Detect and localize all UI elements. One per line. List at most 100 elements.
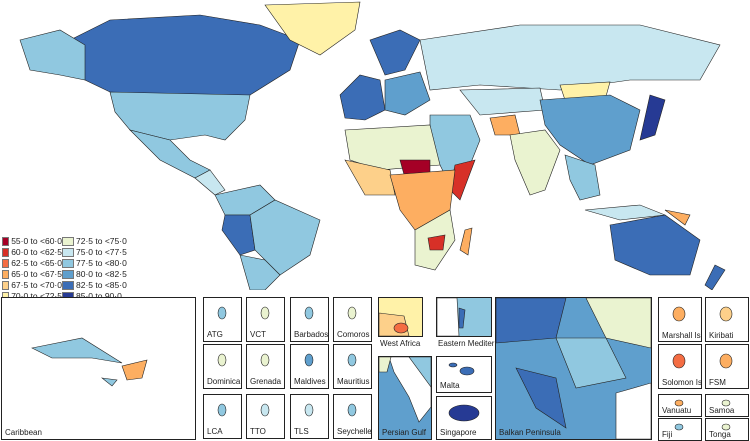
inset-label: VCT	[250, 330, 266, 339]
region-se-asia	[564, 154, 601, 201]
region-eastern-europe	[384, 71, 431, 116]
inset-solomon-isl: Solomon Isl	[658, 344, 702, 389]
region-canada	[59, 14, 301, 101]
inset-label: Tonga	[709, 430, 731, 439]
inset-label: ATG	[207, 330, 223, 339]
region-afghanistan	[489, 114, 521, 136]
inset-label: FSM	[709, 378, 726, 387]
inset-label: Dominica	[207, 377, 241, 386]
legend-item: 80·0 to <82·5	[62, 269, 132, 279]
inset-kiribati: Kiribati	[705, 297, 749, 342]
inset-label: Persian Gulf	[382, 428, 427, 437]
legend-item: 67·5 to <70·0	[2, 280, 62, 290]
inset-label: Caribbean	[5, 428, 42, 437]
region-west-africa	[344, 159, 396, 196]
inset-samoa: Samoa	[705, 394, 749, 417]
legend-swatch	[62, 236, 74, 246]
inset-label: Fiji	[662, 430, 673, 439]
legend-item: 65·0 to <67·5	[2, 269, 62, 279]
inset-label: Singapore	[440, 428, 477, 437]
inset-label: Seychelles	[337, 427, 372, 436]
inset-barbados: Barbados	[290, 297, 329, 342]
inset-label: Samoa	[709, 406, 735, 415]
inset-label: West Africa	[380, 339, 421, 348]
region-alaska	[19, 29, 86, 81]
legend: 55·0 to <60·0 72·5 to <75·0 60·0 to <62·…	[2, 236, 132, 301]
legend-swatch	[2, 236, 10, 246]
region-india	[509, 129, 561, 196]
inset-label: Malta	[440, 381, 460, 390]
region-peru	[221, 214, 256, 256]
inset-label: Balkan Peninsula	[499, 428, 561, 437]
inset-persian-gulf: Persian Gulf	[378, 356, 432, 440]
legend-item: 75·0 to <77·5	[62, 247, 132, 257]
inset-maldives: Maldives	[290, 344, 329, 389]
inset-tto: TTO	[246, 394, 285, 439]
legend-item: 60·0 to <62·5	[2, 247, 62, 257]
inset-label: LCA	[207, 427, 223, 436]
inset-label: Comoros	[337, 330, 370, 339]
inset-label: TLS	[294, 427, 309, 436]
region-zimbabwe	[427, 234, 446, 251]
inset-label: Eastern Mediterranean	[438, 339, 520, 348]
inset-eastern-mediterranean	[436, 297, 492, 337]
region-western-europe	[339, 74, 386, 121]
inset-caribbean: Caribbean	[1, 297, 196, 440]
inset-mauritius: Mauritius	[333, 344, 372, 389]
inset-fsm: FSM	[705, 344, 749, 389]
region-russia	[419, 24, 721, 91]
region-png	[664, 209, 691, 226]
region-argentina-chile	[239, 254, 281, 290]
region-madagascar	[459, 227, 473, 256]
region-kazakhstan	[459, 87, 546, 116]
inset-vct: VCT	[246, 297, 285, 342]
region-australia	[609, 214, 701, 276]
region-new-zealand	[704, 264, 726, 290]
inset-vanuatu: Vanuatu	[658, 394, 702, 417]
region-usa	[109, 91, 251, 141]
legend-swatch	[2, 280, 10, 290]
inset-tls: TLS	[290, 394, 329, 439]
legend-swatch	[2, 247, 10, 257]
region-central-america	[194, 169, 226, 196]
inset-seychelles: Seychelles	[333, 394, 372, 439]
inset-marshall-isl: Marshall Isl	[658, 297, 702, 342]
legend-item: 77·5 to <80·0	[62, 258, 132, 268]
region-brazil	[249, 199, 321, 276]
inset-label: Kiribati	[709, 331, 734, 340]
inset-fiji: Fiji	[658, 418, 702, 441]
legend-item: 72·5 to <75·0	[62, 236, 132, 246]
inset-label: Grenada	[250, 377, 282, 386]
region-scandinavia	[369, 29, 421, 76]
inset-tonga: Tonga	[705, 418, 749, 441]
inset-label: Vanuatu	[662, 406, 692, 415]
region-japan	[639, 94, 666, 141]
inset-dominica: Dominica	[203, 344, 242, 389]
legend-swatch	[62, 269, 74, 279]
inset-grenada: Grenada	[246, 344, 285, 389]
legend-item: 62·5 to <65·0	[2, 258, 62, 268]
legend-swatch	[2, 258, 10, 268]
inset-label: Mauritius	[337, 377, 370, 386]
legend-swatch	[62, 247, 74, 257]
inset-label: Barbados	[294, 330, 329, 339]
region-greenland	[264, 1, 361, 56]
inset-label: Solomon Isl	[662, 378, 702, 387]
legend-item: 82·5 to <85·0	[62, 280, 132, 290]
inset-balkan-peninsula: Balkan Peninsula	[495, 297, 652, 440]
inset-singapore: Singapore	[436, 396, 492, 440]
legend-swatch	[62, 258, 74, 268]
inset-label: Maldives	[294, 377, 326, 386]
inset-malta: Malta	[436, 356, 492, 393]
inset-lca: LCA	[203, 394, 242, 439]
legend-item: 55·0 to <60·0	[2, 236, 62, 246]
region-china	[539, 94, 641, 166]
world-choropleth-map	[19, 1, 726, 290]
inset-west-africa	[378, 297, 423, 337]
legend-swatch	[62, 280, 74, 290]
inset-label: Marshall Isl	[662, 331, 702, 340]
inset-comoros: Comoros	[333, 297, 372, 342]
inset-label: TTO	[250, 427, 266, 436]
legend-swatch	[2, 269, 10, 279]
inset-atg: ATG	[203, 297, 242, 342]
